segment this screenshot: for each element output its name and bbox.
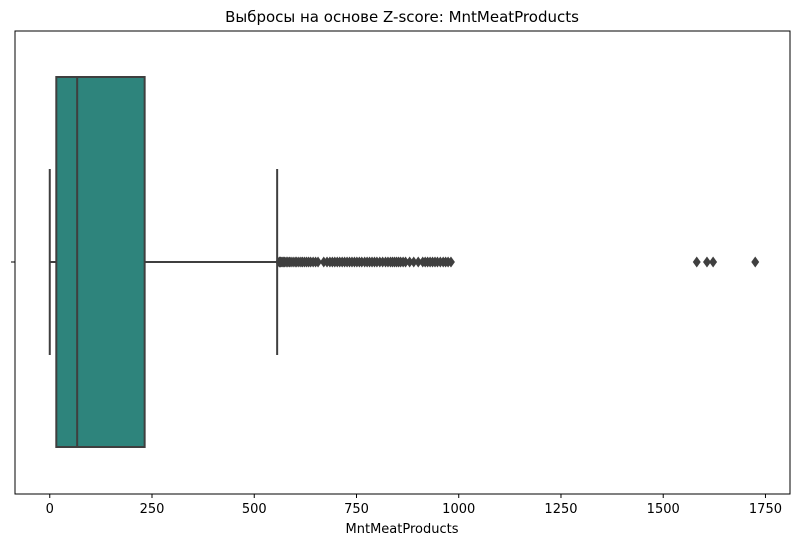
outlier-point: [709, 256, 718, 268]
x-tick-label: 1000: [442, 502, 475, 517]
x-tick-label: 1250: [544, 502, 577, 517]
outlier-point: [751, 256, 760, 268]
chart-title: Выбросы на основе Z-score: MntMeatProduc…: [225, 8, 579, 26]
iqr-box: [55, 76, 146, 448]
x-axis-label: MntMeatProducts: [346, 522, 459, 537]
x-tick-label: 1750: [749, 502, 782, 517]
outlier-point: [446, 256, 455, 268]
outlier-point: [703, 256, 711, 268]
plot-area: 0 250 500 750 1000 1250 1500 1750: [11, 30, 791, 517]
x-tick-label: 1500: [647, 502, 680, 517]
x-tick-label: 0: [46, 502, 54, 517]
x-tick-label: 500: [242, 502, 267, 517]
outlier-point: [692, 256, 701, 268]
x-tick-label: 250: [140, 502, 165, 517]
outlier-point: [314, 256, 323, 268]
x-tick-label: 750: [344, 502, 369, 517]
